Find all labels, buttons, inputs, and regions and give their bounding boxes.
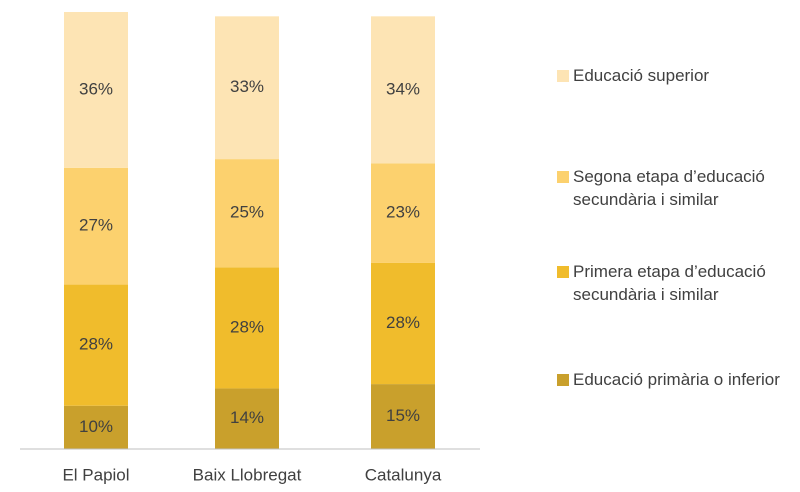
data-label: 27%	[79, 216, 113, 235]
legend-item: Segona etapa d’educació secundària i sim…	[557, 165, 797, 211]
bar-segment	[215, 159, 279, 268]
data-label: 14%	[230, 408, 264, 427]
data-label: 28%	[79, 335, 113, 354]
legend-label: Educació superior	[573, 66, 710, 85]
x-tick-label: El Papiol	[62, 465, 129, 484]
legend-label: Educació primària o inferior	[573, 370, 780, 389]
bar-segment	[371, 384, 435, 449]
bar-segment	[64, 167, 128, 285]
legend-item: Educació superior	[557, 64, 797, 87]
data-label: 33%	[230, 77, 264, 96]
data-label: 15%	[386, 406, 420, 425]
legend-swatch	[557, 374, 569, 386]
data-label: 28%	[386, 313, 420, 332]
data-label: 28%	[230, 317, 264, 336]
x-tick-label: Catalunya	[365, 465, 442, 484]
bar-segment	[64, 405, 128, 449]
bar-segment	[371, 163, 435, 263]
bar-segment	[64, 284, 128, 406]
bar-segment	[64, 12, 128, 168]
x-tick-label: Baix Llobregat	[193, 465, 302, 484]
data-label: 36%	[79, 79, 113, 98]
data-label: 34%	[386, 79, 420, 98]
legend-item: Primera etapa d’educació secundària i si…	[557, 260, 797, 306]
legend-item: Educació primària o inferior	[557, 368, 797, 391]
legend-label: Primera etapa d’educació secundària i si…	[573, 262, 766, 304]
legend-swatch	[557, 70, 569, 82]
data-label: 25%	[230, 203, 264, 222]
data-label: 23%	[386, 203, 420, 222]
bar-segment	[215, 388, 279, 449]
legend-swatch	[557, 266, 569, 278]
legend-swatch	[557, 171, 569, 183]
bar-segment	[215, 267, 279, 389]
bar-segment	[215, 16, 279, 160]
bar-segment	[371, 262, 435, 385]
bar-segment	[371, 16, 435, 164]
legend-label: Segona etapa d’educació secundària i sim…	[573, 167, 765, 209]
data-label: 10%	[79, 417, 113, 436]
